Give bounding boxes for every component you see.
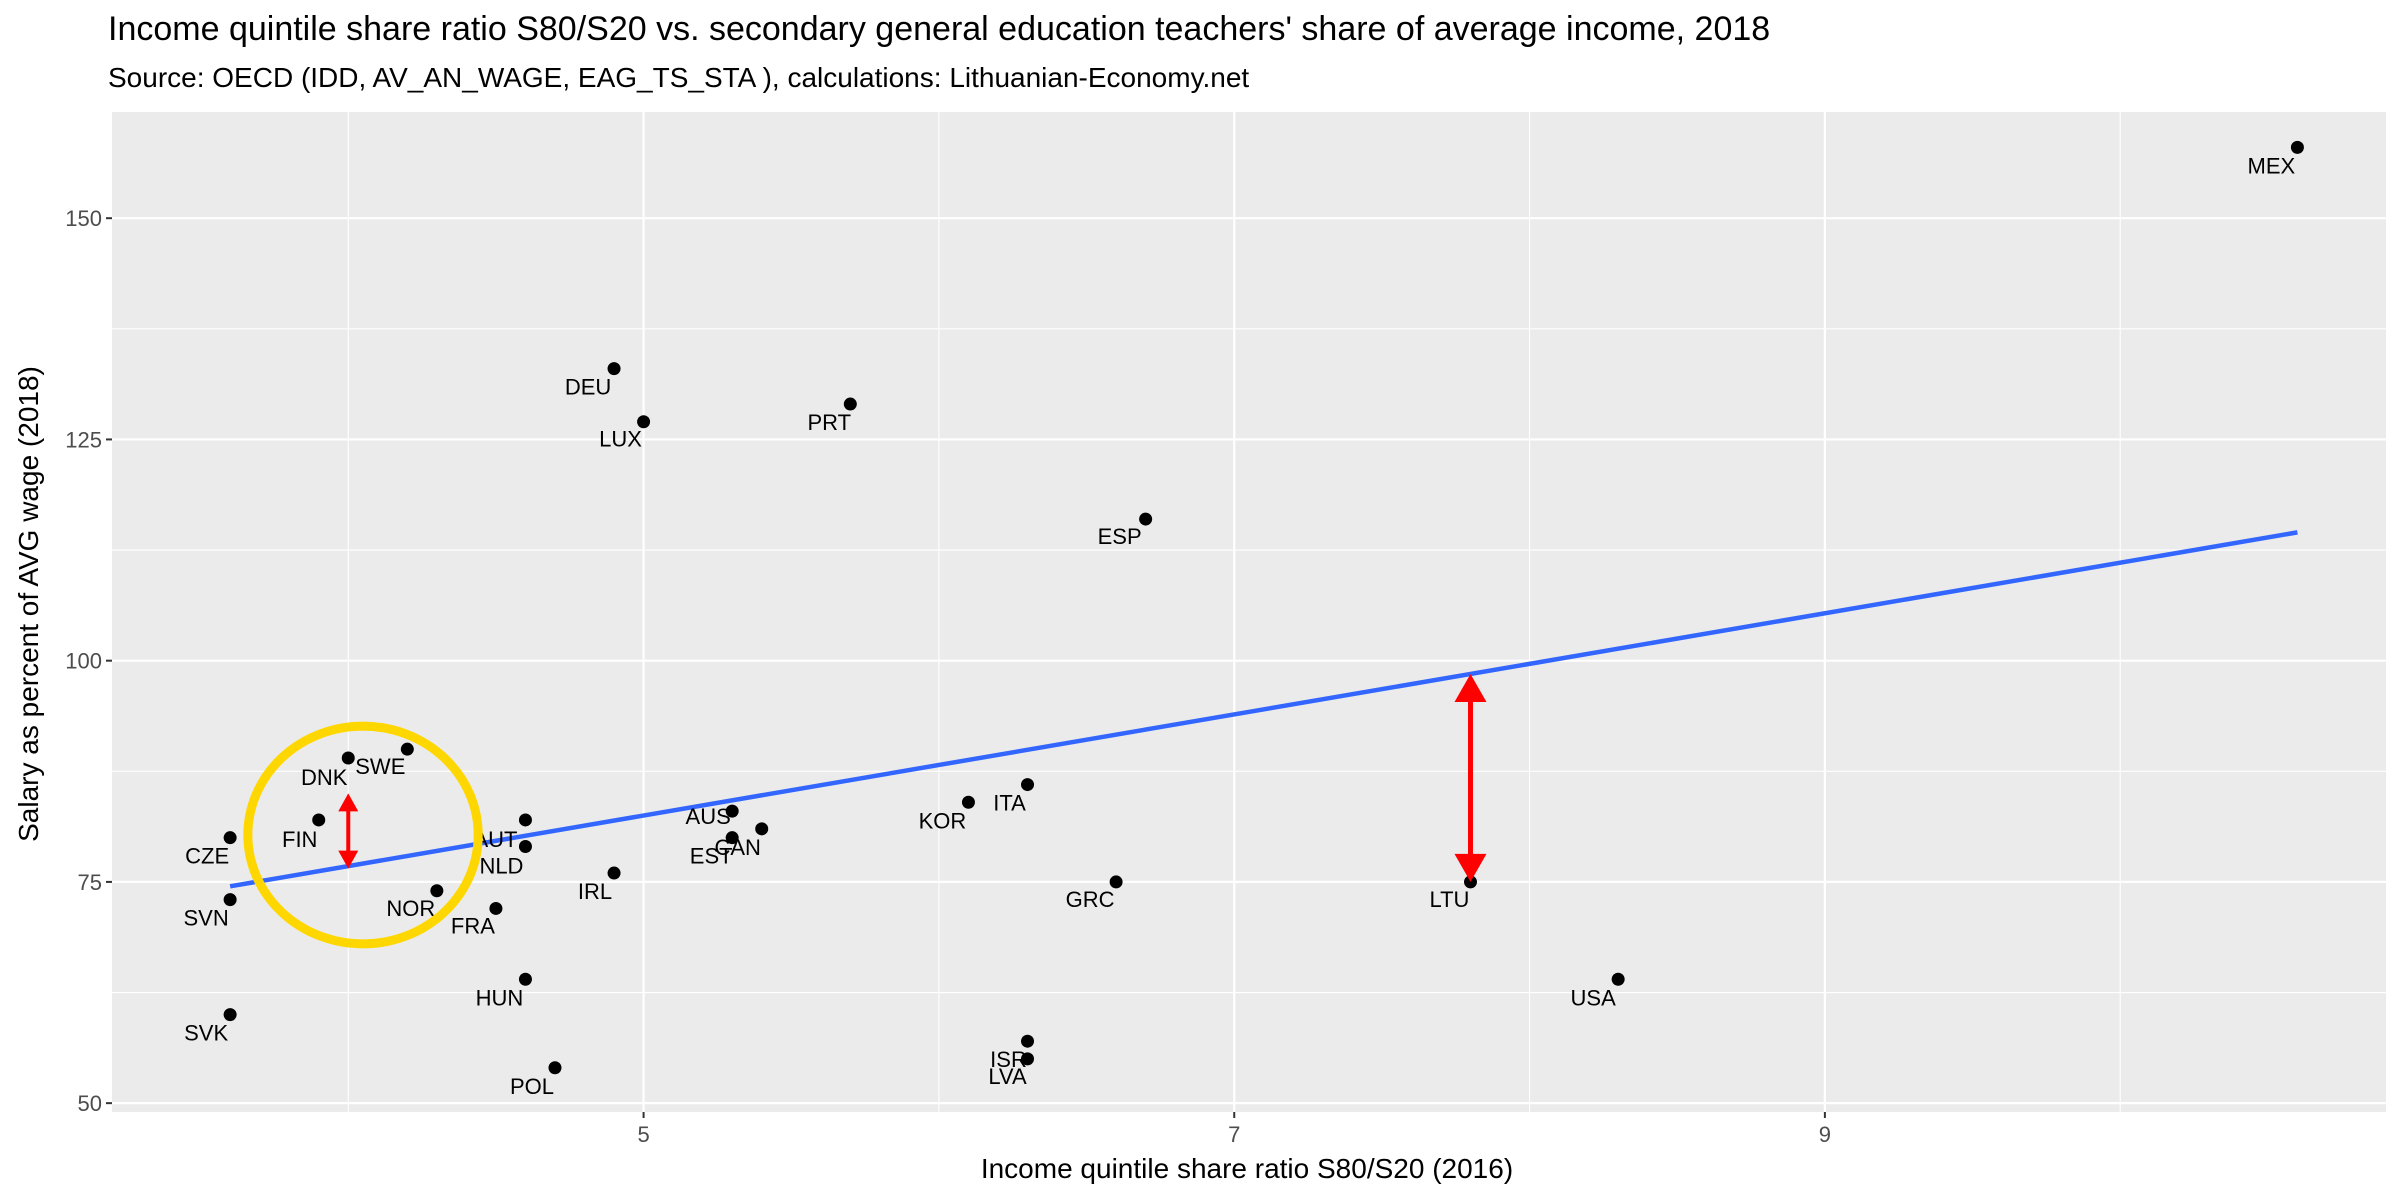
x-tick-label: 7 <box>1228 1122 1240 1147</box>
arrow-head-down <box>1454 853 1487 882</box>
point-label-pol: POL <box>510 1074 554 1099</box>
point-label-ltu: LTU <box>1430 887 1470 912</box>
point-label-lux: LUX <box>599 427 642 452</box>
arrow-head-up <box>1454 673 1487 702</box>
y-tick-label: 100 <box>65 649 102 674</box>
data-points <box>223 140 2304 1075</box>
x-axis-ticks: 5 7 9 <box>637 1112 1831 1147</box>
point-label-kor: KOR <box>919 808 967 833</box>
data-point-usa <box>1611 972 1625 986</box>
arrow-head-up <box>338 793 359 812</box>
point-label-mex: MEX <box>2248 153 2296 178</box>
data-point-fra <box>489 901 503 915</box>
annotations <box>243 673 1487 949</box>
point-label-nld: NLD <box>479 854 523 879</box>
y-axis-ticks: 50 75 100 125 150 <box>65 206 112 1116</box>
grid-lines <box>112 112 2386 1112</box>
data-point-cze <box>223 831 237 845</box>
y-tick-label: 75 <box>78 870 102 895</box>
trend-line <box>229 530 2298 889</box>
y-axis-title: Salary as percent of AVG wage (2018) <box>13 366 44 842</box>
data-point-esp <box>1139 512 1153 526</box>
y-tick-label: 50 <box>78 1091 102 1116</box>
x-tick-label: 9 <box>1819 1122 1831 1147</box>
point-label-lva: LVA <box>988 1064 1027 1089</box>
data-point-grc <box>1109 875 1123 889</box>
data-point-nld <box>518 840 532 854</box>
double-arrow-fin <box>338 793 359 869</box>
data-point-dnk <box>341 751 355 765</box>
point-label-can: CAN <box>714 835 760 860</box>
data-point-can <box>755 822 769 836</box>
chart-subtitle: Source: OECD (IDD, AV_AN_WAGE, EAG_TS_ST… <box>108 62 1249 93</box>
data-point-lux <box>637 415 651 429</box>
point-label-esp: ESP <box>1098 524 1142 549</box>
arrow-head-down <box>338 850 359 869</box>
data-point-isr <box>1021 1034 1035 1048</box>
data-point-fin <box>312 813 326 827</box>
chart-title: Income quintile share ratio S80/S20 vs. … <box>108 10 1770 48</box>
data-point-est <box>725 831 739 845</box>
plot-panel <box>112 112 2386 1112</box>
point-label-hun: HUN <box>476 985 524 1010</box>
point-label-cze: CZE <box>185 844 229 869</box>
data-point-swe <box>400 742 414 756</box>
y-tick-label: 150 <box>65 206 102 231</box>
point-label-svk: SVK <box>184 1021 228 1046</box>
point-label-swe: SWE <box>355 754 405 779</box>
point-label-svn: SVN <box>184 906 229 931</box>
point-label-dnk: DNK <box>301 765 348 790</box>
data-point-svn <box>223 893 237 907</box>
point-label-est: EST <box>690 844 733 869</box>
data-point-svk <box>223 1008 237 1022</box>
y-tick-label: 125 <box>65 427 102 452</box>
data-point-nor <box>430 884 444 898</box>
point-label-isr: ISR <box>990 1047 1027 1072</box>
point-label-prt: PRT <box>808 410 852 435</box>
data-point-prt <box>843 397 857 411</box>
point-label-nor: NOR <box>386 896 435 921</box>
data-point-aus <box>725 804 739 818</box>
point-label-usa: USA <box>1571 985 1617 1010</box>
data-point-ita <box>1021 778 1035 792</box>
data-point-irl <box>607 866 621 880</box>
x-tick-label: 5 <box>637 1122 649 1147</box>
point-label-ita: ITA <box>993 791 1026 816</box>
data-point-hun <box>518 972 532 986</box>
highlight-circle <box>243 721 483 949</box>
point-label-grc: GRC <box>1066 887 1115 912</box>
data-point-mex <box>2290 140 2304 154</box>
double-arrow-ltu <box>1454 673 1487 882</box>
data-point-pol <box>548 1061 562 1075</box>
x-axis-title: Income quintile share ratio S80/S20 (201… <box>981 1153 1513 1184</box>
point-label-fra: FRA <box>451 913 495 938</box>
point-label-deu: DEU <box>565 375 611 400</box>
point-label-irl: IRL <box>578 879 612 904</box>
point-label-fin: FIN <box>282 827 317 852</box>
point-label-aus: AUS <box>686 804 731 829</box>
data-point-aut <box>518 813 532 827</box>
data-point-lva <box>1021 1052 1035 1066</box>
data-point-deu <box>607 362 621 376</box>
data-point-kor <box>961 795 975 809</box>
